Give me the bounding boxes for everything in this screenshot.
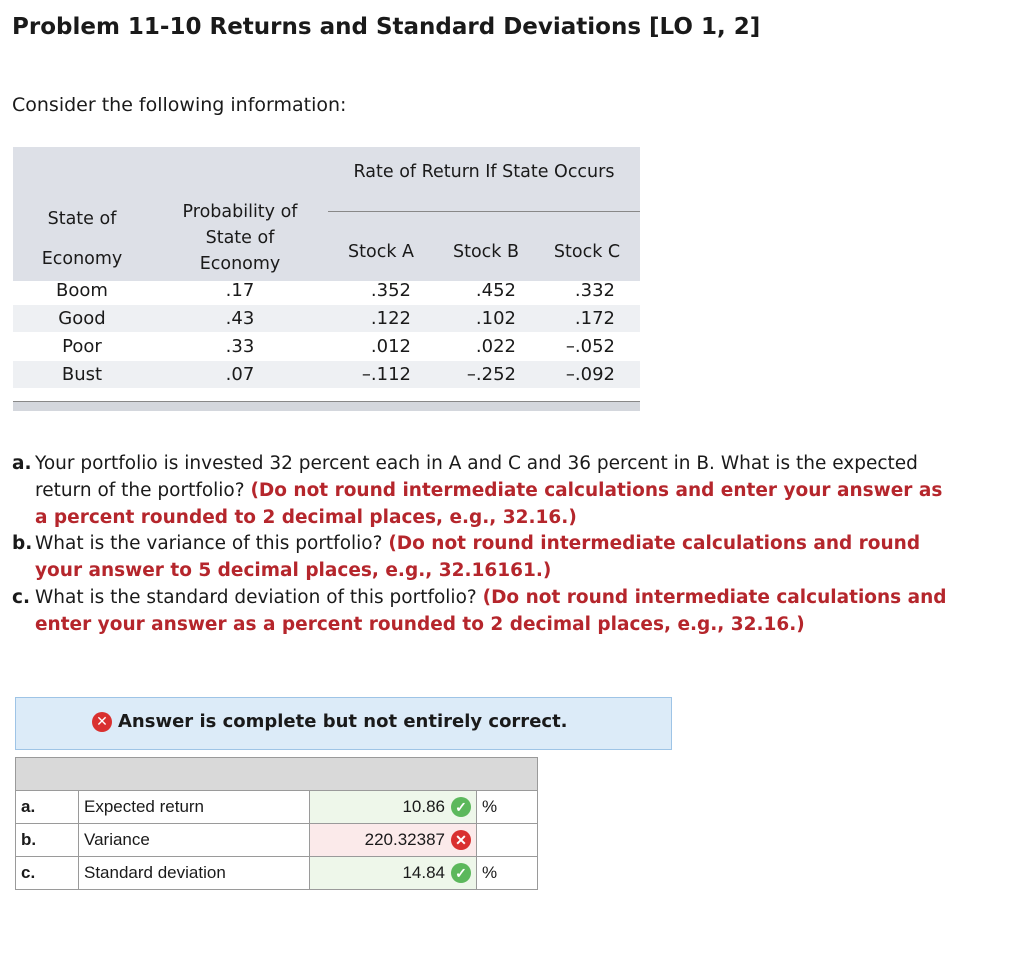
question-text: What is the variance of this portfolio?: [35, 533, 383, 554]
answer-value: 10.86: [402, 796, 445, 816]
answer-value: 14.84: [402, 862, 445, 882]
answer-unit: %: [476, 856, 538, 890]
answer-row: a. Expected return 10.86 ✓ %: [15, 790, 538, 824]
header-cell: [15, 757, 538, 791]
incorrect-icon: ✕: [451, 830, 471, 851]
intro: Consider the following information:: [12, 94, 347, 116]
answer-row: b. Variance 220.32387 ✕: [15, 823, 538, 857]
answer-label: b.: [15, 823, 79, 857]
table-cell: .352: [370, 280, 411, 301]
correct-icon: ✓: [451, 863, 471, 884]
col-header: Stock B: [452, 242, 519, 262]
question-instruction: (Do not round intermediate calculations …: [35, 587, 947, 635]
feedback-box: ✕ Answer is complete but not entirely cor…: [15, 697, 672, 750]
table-cell: –.092: [565, 364, 615, 385]
table-cell: .33: [225, 336, 255, 357]
answer-table: a. Expected return 10.86 ✓ % b. Variance …: [15, 757, 538, 890]
table-cell: Good: [58, 308, 106, 329]
table-cell: Boom: [56, 280, 108, 301]
answer-desc: Standard deviation: [78, 856, 310, 890]
table-cell: .102: [475, 308, 516, 329]
answer-label: c.: [15, 856, 79, 890]
answer-header: [15, 757, 538, 791]
col-header: Stock C: [553, 242, 621, 262]
answer-desc: Variance: [78, 823, 310, 857]
table-cell: .332: [574, 280, 615, 301]
table-cell: .022: [475, 336, 516, 357]
question-label: c.: [12, 587, 30, 608]
row-stripe: [13, 305, 640, 332]
table-cell: .17: [225, 280, 255, 301]
header-line: State of: [47, 209, 117, 229]
header-line: Economy: [41, 249, 123, 269]
table-cell: .452: [475, 280, 516, 301]
title: Problem 11-10 Returns and Standard Devia…: [12, 14, 761, 40]
question: c. What is the standard deviation of this…: [12, 584, 952, 638]
table-cell: .172: [574, 308, 615, 329]
question: b. What is the variance of this portfolio…: [12, 530, 952, 584]
question-label: b.: [12, 533, 33, 554]
table-cell: .012: [370, 336, 411, 357]
col-header: Stock A: [348, 242, 414, 262]
question-instruction: (Do not round intermediate calculations …: [35, 480, 943, 528]
row-stripe: [13, 361, 640, 388]
answer-unit: %: [476, 790, 538, 824]
answer-cell[interactable]: 14.84 ✓: [309, 856, 477, 890]
question-text: What is the standard deviation of this p…: [35, 587, 477, 608]
answer-desc: Expected return: [78, 790, 310, 824]
question-label: a.: [12, 453, 32, 474]
answer-value: 220.32387: [364, 829, 445, 849]
table-cell: .07: [225, 364, 255, 385]
table-cell: –.052: [565, 336, 615, 357]
header-line: Economy: [199, 254, 281, 274]
table-cell: .122: [370, 308, 411, 329]
rule: [328, 211, 640, 212]
answer-row: c. Standard deviation 14.84 ✓ %: [15, 856, 538, 890]
header-line: State of: [205, 228, 275, 248]
col-header: Probability of State of Economy: [160, 199, 320, 277]
group-header: Rate of Return If State Occurs: [353, 162, 615, 182]
answer-cell[interactable]: 10.86 ✓: [309, 790, 477, 824]
answer-unit: [476, 823, 538, 857]
header-line: Probability of: [182, 202, 298, 222]
question-instruction: (Do not round intermediate calculations …: [35, 533, 921, 581]
table-cell: Poor: [62, 336, 102, 357]
table-cell: Bust: [61, 364, 103, 385]
col-header: State of Economy: [13, 199, 151, 279]
table-cell: –.252: [466, 364, 516, 385]
table-cell: –.112: [361, 364, 411, 385]
table-cell: .43: [225, 308, 255, 329]
question-text: Your portfolio is invested 32 percent ea…: [35, 453, 918, 501]
incorrect-icon: ✕: [92, 712, 112, 732]
table-footer: [13, 401, 640, 411]
feedback-text: Answer is complete but not entirely corr…: [118, 711, 568, 732]
feedback: ✕ Answer is complete but not entirely cor…: [92, 711, 568, 732]
correct-icon: ✓: [451, 797, 471, 818]
question: a. Your portfolio is invested 32 percent …: [12, 450, 952, 531]
table-header-bg: [13, 147, 640, 281]
answer-label: a.: [15, 790, 79, 824]
answer-cell[interactable]: 220.32387 ✕: [309, 823, 477, 857]
